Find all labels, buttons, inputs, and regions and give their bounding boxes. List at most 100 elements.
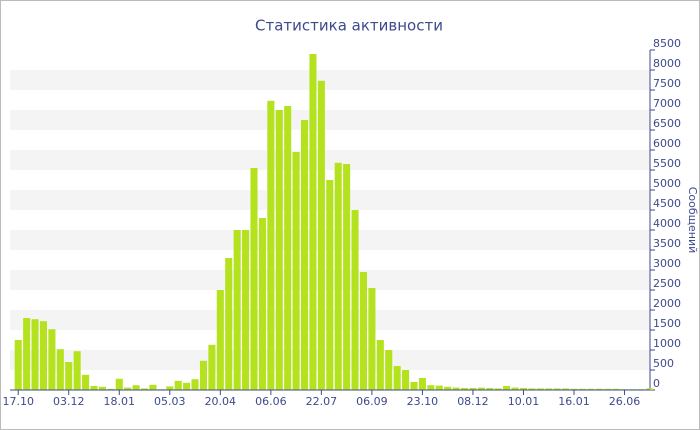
y-tick-label: 6500 xyxy=(653,117,681,130)
bar xyxy=(39,321,48,390)
bar xyxy=(460,388,469,390)
bar xyxy=(124,387,132,390)
bar xyxy=(326,180,334,390)
bar xyxy=(199,360,208,390)
bar xyxy=(275,110,283,390)
bar xyxy=(587,388,595,390)
y-tick-label: 2000 xyxy=(653,297,681,310)
bar xyxy=(31,319,39,390)
bar xyxy=(410,382,418,390)
bar xyxy=(418,378,426,390)
y-tick-label: 3500 xyxy=(653,237,681,250)
y-tick-label: 7500 xyxy=(653,77,681,90)
y-tick-label: 500 xyxy=(653,357,674,370)
bar xyxy=(486,388,494,390)
bar xyxy=(553,388,561,390)
bar xyxy=(604,388,612,390)
x-tick-label: 05.03 xyxy=(154,395,186,408)
bar xyxy=(562,388,570,390)
x-tick-label: 17.10 xyxy=(2,395,34,408)
bar xyxy=(48,329,56,390)
bar xyxy=(73,351,81,390)
x-tick-label: 16.01 xyxy=(558,395,590,408)
y-tick-label: 3000 xyxy=(653,257,681,270)
x-tick-label: 06.06 xyxy=(255,395,287,408)
bar xyxy=(578,388,586,390)
grid-band xyxy=(10,70,650,90)
bar xyxy=(595,388,603,390)
bar xyxy=(250,168,258,390)
bar xyxy=(208,344,216,390)
bar xyxy=(149,384,157,390)
bar xyxy=(359,272,368,390)
bar xyxy=(351,210,359,390)
bar xyxy=(242,230,250,390)
bar xyxy=(452,387,460,390)
y-tick-label: 4000 xyxy=(653,217,681,230)
y-tick-label: 4500 xyxy=(653,197,681,210)
bar xyxy=(216,290,224,390)
x-tick-label: 08.12 xyxy=(457,395,489,408)
bar xyxy=(174,380,182,390)
bar xyxy=(284,106,292,390)
bar xyxy=(343,164,351,390)
x-tick-label: 06.09 xyxy=(356,395,388,408)
bar xyxy=(385,350,393,390)
y-tick-label: 7000 xyxy=(653,97,681,110)
bar xyxy=(309,54,317,390)
bar xyxy=(56,349,64,390)
y-tick-label: 1500 xyxy=(653,317,681,330)
bar xyxy=(166,386,174,390)
grid-band xyxy=(10,150,650,170)
y-tick-label: 8000 xyxy=(653,57,681,70)
bar xyxy=(82,374,90,390)
chart-title: Статистика активности xyxy=(255,17,443,35)
bar xyxy=(225,258,233,390)
x-tick-label: 23.10 xyxy=(407,395,439,408)
bar xyxy=(393,366,401,390)
bar xyxy=(646,388,654,390)
bar xyxy=(545,388,553,390)
x-tick-label: 18.01 xyxy=(104,395,136,408)
bar xyxy=(528,388,536,390)
grid-band xyxy=(10,110,650,130)
bar xyxy=(612,388,620,390)
bar xyxy=(376,340,384,390)
bar xyxy=(503,386,511,390)
bar xyxy=(115,378,123,390)
y-tick-label: 8500 xyxy=(653,37,681,50)
bar xyxy=(477,387,485,390)
bar xyxy=(90,386,98,390)
bar xyxy=(65,362,73,390)
bar xyxy=(140,388,149,390)
x-tick-label: 10.01 xyxy=(508,395,540,408)
bar xyxy=(191,379,199,390)
bar xyxy=(435,385,443,390)
y-tick-label: 2500 xyxy=(653,277,681,290)
bar xyxy=(536,388,544,390)
y-tick-label: 1000 xyxy=(653,337,681,350)
bar xyxy=(98,386,106,390)
y-axis-label: Сообщений xyxy=(686,187,699,254)
bar xyxy=(511,387,519,390)
bar xyxy=(132,385,140,390)
bar xyxy=(267,100,275,391)
bar xyxy=(292,152,300,390)
bar xyxy=(183,382,191,390)
bar xyxy=(233,230,241,390)
bar xyxy=(334,162,342,390)
bar xyxy=(469,388,477,390)
bar xyxy=(519,388,528,390)
y-tick-label: 6000 xyxy=(653,137,681,150)
y-tick-label: 5000 xyxy=(653,177,681,190)
bar xyxy=(444,386,452,390)
bar xyxy=(258,218,266,390)
x-tick-label: 26.06 xyxy=(609,395,641,408)
bar xyxy=(494,388,502,390)
bar xyxy=(23,318,31,390)
y-tick-label: 5500 xyxy=(653,157,681,170)
bar xyxy=(300,120,309,390)
bar xyxy=(107,388,115,390)
x-tick-label: 22.07 xyxy=(306,395,338,408)
